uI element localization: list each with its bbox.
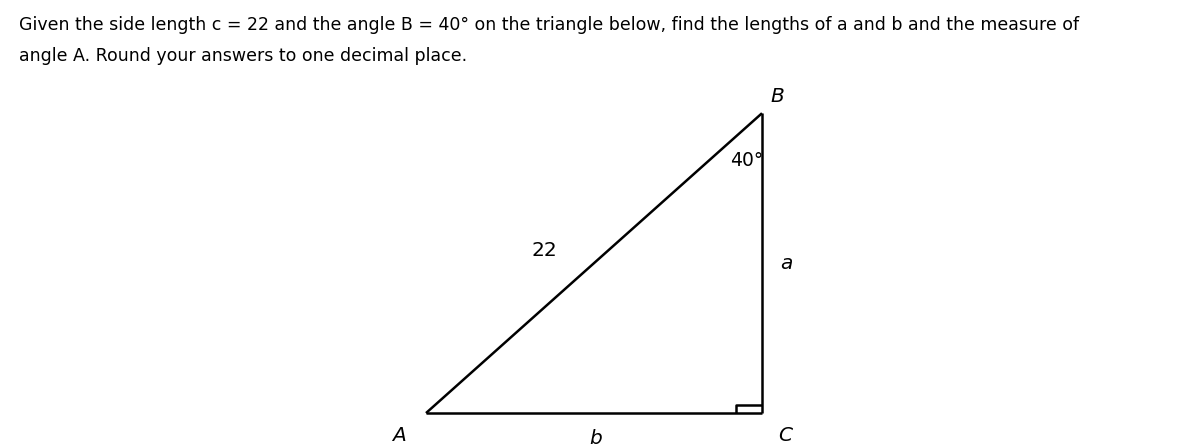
Text: angle A. Round your answers to one decimal place.: angle A. Round your answers to one decim… [19, 47, 467, 65]
Text: 22: 22 [532, 241, 557, 260]
Text: $a$: $a$ [780, 254, 793, 273]
Text: 40°: 40° [730, 151, 763, 170]
Text: $C$: $C$ [778, 426, 793, 445]
Text: $B$: $B$ [770, 87, 785, 106]
Text: Given the side length c = 22 and the angle B = 40° on the triangle below, find t: Given the side length c = 22 and the ang… [19, 16, 1079, 33]
Text: $A$: $A$ [391, 426, 406, 445]
Text: $b$: $b$ [589, 429, 604, 446]
